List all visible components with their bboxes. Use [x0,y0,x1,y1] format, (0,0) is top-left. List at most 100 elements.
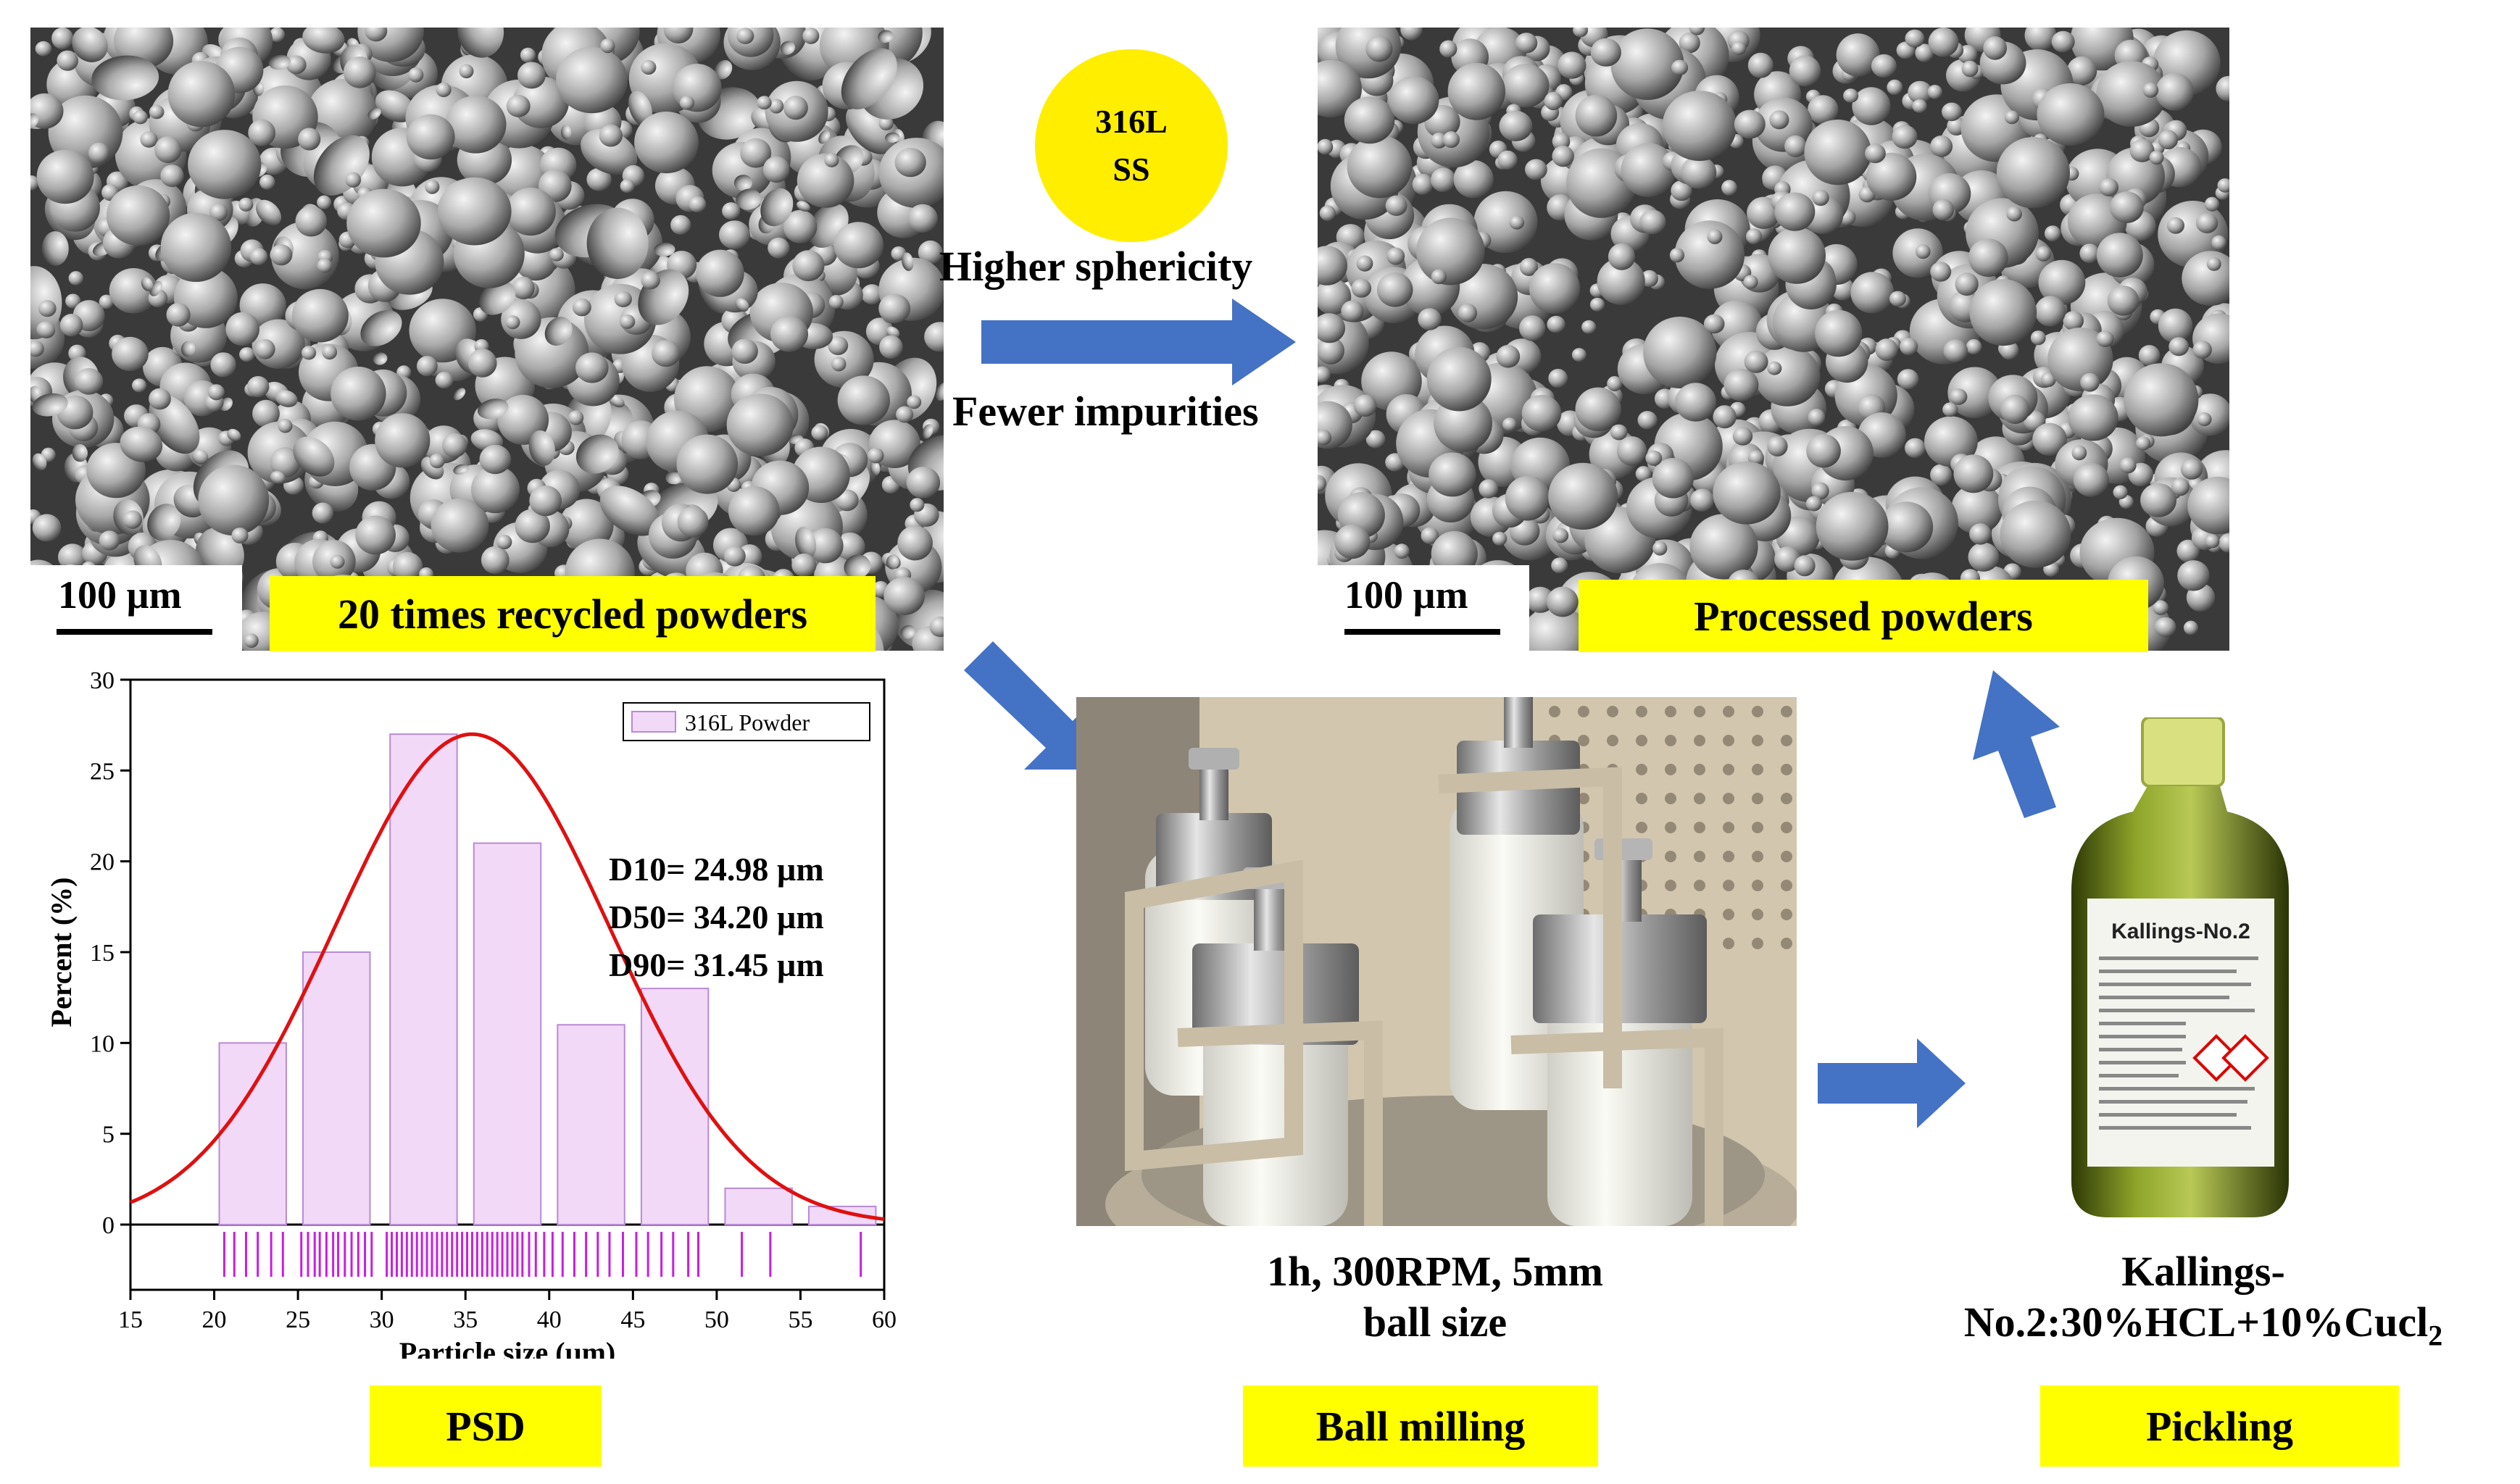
powder-particle [1767,435,1788,457]
powder-particle [1662,91,1737,162]
legend-label: 316L Powder [685,709,810,735]
powder-particle [1502,417,1517,431]
powder-particle [255,199,282,226]
powder-particle [2211,235,2226,250]
powder-particle [1497,150,1518,170]
powder-particle [58,543,87,571]
powder-particle [1707,229,1723,245]
powder-particle [714,59,733,80]
powder-particle [1843,88,1859,103]
powder-particle [1789,55,1821,87]
powder-particle [1447,62,1505,120]
powder-particle [373,352,388,365]
powder-particle [1526,586,1555,613]
powder-particle [760,188,794,227]
powder-particle [1930,262,1952,282]
powder-particle [35,41,52,57]
powder-particle [517,62,546,89]
powder-particle [238,197,254,212]
y-tick-label: 15 [90,940,115,967]
powder-particle [2096,61,2167,127]
powder-particle [1318,246,1347,285]
powder-particle [1943,339,1968,363]
powder-particle [295,206,328,237]
powder-particle [1607,376,1623,391]
powder-particle [549,248,564,262]
powder-particle [1597,257,1645,305]
y-tick-label: 5 [102,1122,115,1149]
powder-particle [1815,309,1863,357]
powder-particle [1608,243,1636,270]
powder-particle [2080,372,2100,392]
powder-particle [132,378,147,393]
powder-particle [1871,54,1897,78]
powder-particle [72,28,108,62]
powder-particle [1575,94,1618,137]
powder-particle [120,426,163,462]
powder-particle [556,46,628,114]
powder-particle [733,175,753,191]
powder-particle [298,128,321,151]
powder-particle [247,376,270,398]
powder-particle [437,177,512,246]
powder-particle [442,433,467,458]
powder-particle [2204,196,2220,212]
powder-particle [2113,485,2128,499]
powder-particle [1439,40,1457,58]
label-pickling: Pickling [2040,1385,2399,1467]
scale-box-processed [1318,565,1529,651]
powder-particle [2051,30,2075,53]
powder-particle [459,64,474,79]
powder-particle [244,633,259,648]
powder-particle [1519,315,1546,341]
powder-particle [609,394,625,408]
powder-particle [1932,199,1955,221]
powder-particle [1637,411,1658,430]
powder-particle [878,30,894,43]
powder-particle [1581,320,1597,334]
powder-particle [1431,167,1456,193]
powder-particle [57,50,78,71]
scale-bar-processed [1344,629,1500,635]
powder-particle [417,356,438,377]
powder-particle [1671,180,1692,201]
powder-particle [1590,38,1621,67]
powder-particle [431,498,489,553]
powder-particle [259,174,275,190]
ball-mill-illustration [1076,697,1797,1226]
powder-particle [2142,82,2159,98]
powder-particle [818,130,831,144]
powder-particle [154,136,182,164]
powder-particle [665,470,682,485]
powder-particle [1502,64,1550,108]
powder-particle [1416,217,1485,285]
powder-particle [1589,297,1605,312]
powder-particle [1930,464,1953,486]
powder-particle [167,61,236,128]
powder-particle [2218,533,2229,553]
powder-particle [1713,462,1781,525]
powder-particle [2124,363,2199,437]
powder-particle [2006,206,2022,222]
powder-particle [2138,345,2161,366]
powder-particle [870,461,881,476]
powder-particle [453,388,466,401]
powder-particle [614,291,632,307]
powder-particle [2099,178,2118,196]
powder-particle [1621,143,1676,197]
powder-particle [910,498,925,512]
powder-particle [141,277,154,291]
powder-particle [2068,394,2118,441]
x-tick-label: 50 [704,1306,729,1333]
badge-line-2: SS [1113,151,1150,188]
powder-particle [445,96,507,154]
powder-particle [275,390,298,407]
powder-particle [2041,372,2056,387]
powder-particle [2096,233,2143,278]
x-tick-label: 40 [537,1306,562,1333]
powder-particle [802,28,820,44]
powder-particle [512,276,535,300]
powder-particle [2158,308,2193,343]
histogram-bar [557,1024,625,1225]
powder-particle [1808,95,1839,125]
